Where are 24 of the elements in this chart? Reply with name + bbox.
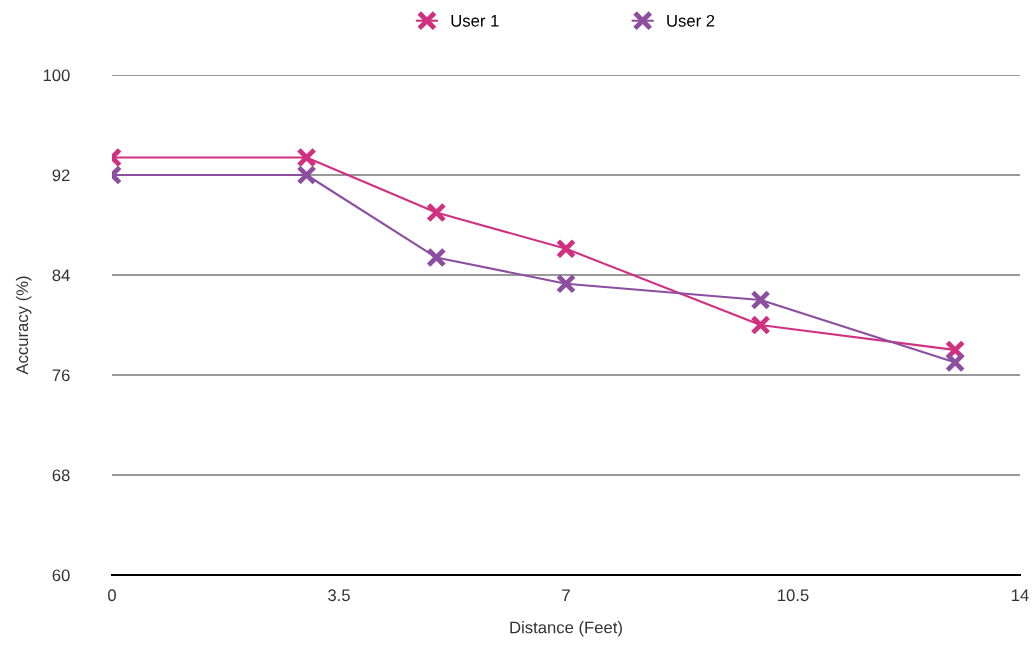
x-tick-label: 3.5 [328,589,350,602]
y-tick-label: 100 [43,69,70,82]
point [296,164,317,186]
x-axis-title: Distance (Feet) [510,621,622,637]
point [426,247,447,268]
x-tick-label: 10.5 [778,589,809,602]
point [555,238,577,259]
y-tick-label: 92 [52,169,70,182]
y-axis-title: Accuracy (%) [15,276,32,375]
x-tick-label: 14 [1012,589,1029,601]
legend-label: User 1 [451,15,499,27]
point [750,289,771,311]
y-tick-label: 76 [52,369,70,382]
x-tick-label: 0 [108,589,116,602]
point [555,273,577,294]
x-tick-label: 7 [562,589,570,601]
point [945,352,966,373]
y-tick-label: 84 [52,269,70,282]
y-tick-label: 68 [52,469,70,482]
legend-label: User 2 [667,14,715,27]
y-tick-label: 60 [52,569,70,582]
point [296,147,317,168]
point [426,202,447,223]
point [750,314,771,336]
